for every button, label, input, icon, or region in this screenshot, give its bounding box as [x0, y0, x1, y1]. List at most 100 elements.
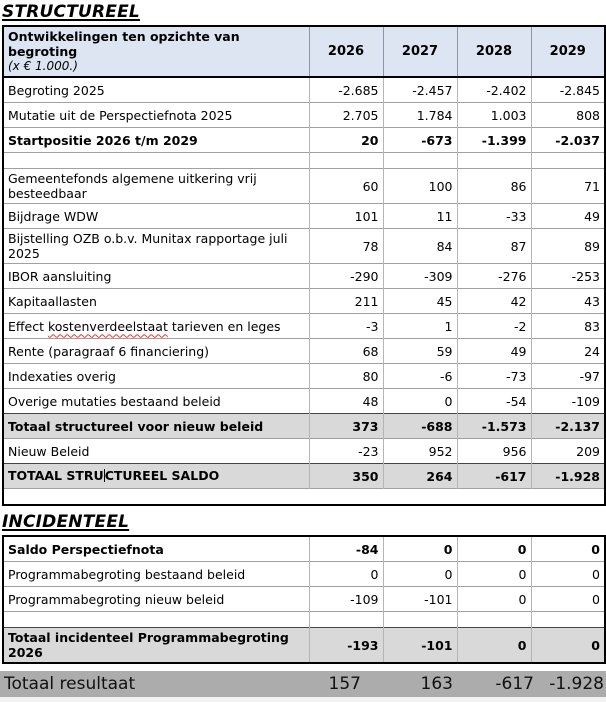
value-cell[interactable]	[309, 488, 383, 505]
value-cell[interactable]	[456, 611, 531, 628]
row-label-cell[interactable]: Bijdrage WDW	[3, 203, 309, 229]
value-cell[interactable]: 100	[382, 168, 457, 204]
row-label-cell[interactable]: Totaal incidenteel Programmabegroting 20…	[3, 627, 309, 663]
value-cell[interactable]: 49	[456, 338, 531, 364]
row-label-cell[interactable]: Totaal structureel voor nieuw beleid	[3, 413, 309, 439]
value-cell[interactable]: 68	[308, 338, 383, 364]
value-cell[interactable]: 2.705	[308, 102, 383, 128]
value-cell[interactable]: -1.399	[456, 127, 531, 153]
value-cell[interactable]: 956	[456, 438, 531, 464]
value-cell[interactable]: -2.137	[530, 413, 605, 439]
row-label-cell[interactable]: Bijstelling OZB o.b.v. Munitax rapportag…	[3, 228, 309, 264]
value-cell[interactable]: -193	[308, 627, 383, 663]
total-result-value[interactable]: -1.928	[549, 674, 604, 694]
value-cell[interactable]: -101	[382, 627, 457, 663]
value-cell[interactable]	[456, 152, 531, 169]
value-cell[interactable]: 0	[456, 627, 531, 663]
row-label-cell[interactable]: Programmabegroting nieuw beleid	[3, 586, 309, 612]
value-cell[interactable]: -290	[308, 263, 383, 289]
value-cell[interactable]	[457, 488, 531, 505]
value-cell[interactable]: 0	[382, 536, 457, 562]
value-cell[interactable]: -688	[382, 413, 457, 439]
value-cell[interactable]: 0	[530, 586, 605, 612]
value-cell[interactable]: 86	[456, 168, 531, 204]
value-cell[interactable]: 0	[456, 536, 531, 562]
value-cell[interactable]: -109	[530, 388, 605, 414]
row-label-cell[interactable]: Rente (paragraaf 6 financiering)	[3, 338, 309, 364]
value-cell[interactable]: -253	[530, 263, 605, 289]
value-cell[interactable]	[382, 152, 457, 169]
value-cell[interactable]: -33	[456, 203, 531, 229]
value-cell[interactable]: 0	[530, 627, 605, 663]
total-result-bar[interactable]: Totaal resultaat 157 163 -617 -1.928	[0, 671, 606, 697]
value-cell[interactable]	[308, 611, 383, 628]
value-cell[interactable]: 89	[530, 228, 605, 264]
row-label-cell[interactable]: Startpositie 2026 t/m 2029	[3, 127, 309, 153]
value-cell[interactable]: -23	[308, 438, 383, 464]
value-cell[interactable]: 42	[456, 288, 531, 314]
value-cell[interactable]: 209	[530, 438, 605, 464]
misspelled-word[interactable]: kostenverdeelstaat	[47, 318, 168, 334]
value-cell[interactable]: 60	[308, 168, 383, 204]
value-cell[interactable]: -1.928	[530, 463, 605, 489]
year-header-cell[interactable]: 2028	[456, 26, 531, 78]
total-result-value[interactable]: -617	[495, 674, 534, 694]
row-label-cell[interactable]: Mutatie uit de Perspectiefnota 2025	[3, 102, 309, 128]
section-title-incidenteel[interactable]: INCIDENTEEL	[2, 512, 130, 532]
total-result-value[interactable]: 163	[420, 674, 453, 694]
total-result-value[interactable]: 157	[328, 674, 361, 694]
row-label-cell[interactable]: Nieuw Beleid	[3, 438, 309, 464]
value-cell[interactable]: 49	[530, 203, 605, 229]
value-cell[interactable]: 87	[456, 228, 531, 264]
row-label-cell[interactable]: Gemeentefonds algemene uitkering vrij be…	[3, 168, 309, 204]
total-result-label[interactable]: Totaal resultaat	[4, 674, 136, 694]
value-cell[interactable]: 211	[308, 288, 383, 314]
value-cell[interactable]: -73	[456, 363, 531, 389]
value-cell[interactable]: -2.685	[308, 77, 383, 103]
value-cell[interactable]	[530, 611, 605, 628]
value-cell[interactable]: 1	[382, 313, 457, 339]
value-cell[interactable]: 350	[308, 463, 383, 489]
value-cell[interactable]: -2.402	[456, 77, 531, 103]
value-cell[interactable]: -309	[382, 263, 457, 289]
value-cell[interactable]: 1.003	[456, 102, 531, 128]
row-label-cell[interactable]: TOTAAL STRUCTUREEL SALDO	[3, 463, 309, 489]
value-cell[interactable]: 0	[530, 561, 605, 587]
value-cell[interactable]: 71	[530, 168, 605, 204]
value-cell[interactable]: 0	[530, 536, 605, 562]
value-cell[interactable]: -2.457	[382, 77, 457, 103]
value-cell[interactable]: 80	[308, 363, 383, 389]
value-cell[interactable]: 83	[530, 313, 605, 339]
value-cell[interactable]	[530, 152, 605, 169]
row-label-cell[interactable]: Saldo Perspectiefnota	[8, 541, 164, 557]
value-cell[interactable]: 952	[382, 438, 457, 464]
value-cell[interactable]: -84	[308, 536, 383, 562]
row-label-cell[interactable]: Kapitaallasten	[3, 288, 309, 314]
value-cell[interactable]: 0	[456, 586, 531, 612]
section-title-structureel[interactable]: STRUCTUREEL	[2, 2, 140, 22]
value-cell[interactable]: 20	[308, 127, 383, 153]
table-header-label-cell[interactable]: Ontwikkelingen ten opzichte van begrotin…	[3, 26, 309, 78]
value-cell[interactable]	[383, 488, 457, 505]
value-cell[interactable]: -6	[382, 363, 457, 389]
year-header-cell[interactable]: 2026	[308, 26, 383, 78]
value-cell[interactable]: 48	[308, 388, 383, 414]
value-cell[interactable]: 0	[382, 561, 457, 587]
row-label-cell[interactable]: Effect kostenverdeelstaat tarieven en le…	[3, 313, 309, 339]
value-cell[interactable]: -617	[456, 463, 531, 489]
year-header-cell[interactable]: 2029	[530, 26, 605, 78]
value-cell[interactable]: 373	[308, 413, 383, 439]
value-cell[interactable]: 84	[382, 228, 457, 264]
year-header-cell[interactable]: 2027	[382, 26, 457, 78]
value-cell[interactable]	[531, 488, 605, 505]
row-label-cell[interactable]: Begroting 2025	[8, 82, 105, 98]
value-cell[interactable]: -1.573	[456, 413, 531, 439]
row-label-cell[interactable]	[3, 611, 309, 628]
value-cell[interactable]: 1.784	[382, 102, 457, 128]
value-cell[interactable]: -2.037	[530, 127, 605, 153]
row-label-cell[interactable]: IBOR aansluiting	[3, 263, 309, 289]
row-label-cell[interactable]: Overige mutaties bestaand beleid	[3, 388, 309, 414]
row-label-cell[interactable]: Programmabegroting bestaand beleid	[3, 561, 309, 587]
value-cell[interactable]: 45	[382, 288, 457, 314]
value-cell[interactable]: 11	[382, 203, 457, 229]
